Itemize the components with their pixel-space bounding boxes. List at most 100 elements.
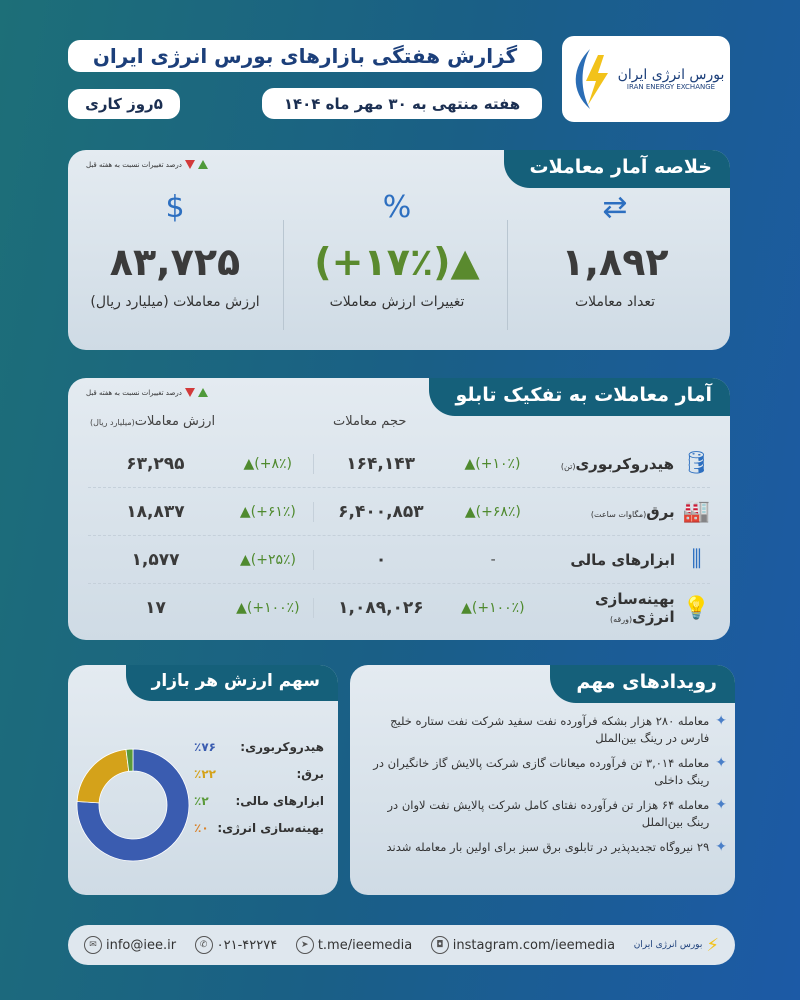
stat-value-change: % (+۱۷٪)▲ تغییرات ارزش معاملات <box>292 190 502 310</box>
footer-instagram[interactable]: ◘ instagram.com/ieemedia <box>430 936 616 954</box>
board-name: بهینه‌سازی انرژی(ورقه) <box>538 590 683 626</box>
donut-slice <box>125 748 134 772</box>
event-item: ✦ معامله ۳,۰۱۴ تن فرآورده میعانات گازی شر… <box>366 755 727 789</box>
chart-title: سهم ارزش هر بازار <box>125 665 338 701</box>
share-value: ٪۷۶ <box>194 740 216 754</box>
mail-icon: ✉ <box>84 936 102 954</box>
market-share-card: سهم ارزش هر بازار هیدروکربوری: ٪۷۶ برق: ٪۲۲… <box>68 665 338 895</box>
board-name: هیدروکربوری(تن) <box>537 455 682 473</box>
event-text: معامله ۳,۰۱۴ تن فرآورده میعانات گازی شرک… <box>373 756 710 787</box>
instagram-text: instagram.com/ieemedia <box>452 937 616 953</box>
board-name-text: بهینه‌سازی انرژی <box>594 590 675 626</box>
share-label: هیدروکربوری: <box>240 740 324 754</box>
divider <box>507 220 508 330</box>
logo-leaf-bolt-icon <box>575 49 608 109</box>
events-card: رویدادهای مهم ✦ معامله ۲۸۰ هزار بشکه فرآو… <box>350 665 735 895</box>
footer-email[interactable]: ✉ info@iee.ir <box>84 936 176 954</box>
volume-value: ۱,۰۸۹,۰۲۶ <box>312 598 448 618</box>
trade-value: ۱۷ <box>145 598 166 618</box>
footer-logo-text: بورس انرژی ایران <box>633 940 703 950</box>
event-text: معامله ۶۴ هزار تن فرآورده نفتای کامل شرک… <box>387 798 710 829</box>
trade-value: ۱۸,۸۳۷ <box>126 501 185 522</box>
share-label: ابزارهای مالی: <box>235 794 325 808</box>
summary-card: خلاصه آمار معاملات درصد تغییرات نسبت به … <box>68 150 730 350</box>
board-row: 💡 بهینه‌سازی انرژی(ورقه) ▲(+۱۰۰٪) ۱,۰۸۹,… <box>88 584 710 632</box>
down-triangle-icon <box>184 388 195 397</box>
board-row: ⫼ ابزارهای مالی - ۰ ▲(+۲۵٪) ۱,۵۷۷ <box>88 536 710 584</box>
volume-value: ۰ <box>313 549 448 570</box>
stat-label: تعداد معاملات <box>574 294 656 310</box>
col-header-value: ارزش معاملات(میلیارد ریال) <box>90 414 215 429</box>
workdays-badge: ۵روز کاری <box>68 89 180 119</box>
volume-value: ۱۶۴,۱۴۳ <box>312 453 448 474</box>
lightbulb-icon: 💡 <box>682 595 710 621</box>
volume-change: ▲(+۶۸٪) <box>464 503 521 520</box>
stat-trade-count: ⇄ ۱,۸۹۲ تعداد معاملات <box>510 190 720 310</box>
events-title: رویدادهای مهم <box>550 665 735 703</box>
volume-change: - <box>490 551 496 568</box>
share-legend-item: بهینه‌سازی انرژی: ٪۰ <box>194 821 324 835</box>
stat-value: ۸۳,۷۲۵ <box>109 240 241 284</box>
boards-title: آمار معاملات به تفکیک تابلو <box>429 378 730 416</box>
board-unit: (تن) <box>560 461 576 471</box>
value-change: ▲(+۱۰۰٪) <box>236 600 300 616</box>
share-value: ٪۲ <box>194 794 209 808</box>
value-change: ▲(+۶۱٪) <box>239 503 296 520</box>
event-text: معامله ۲۸۰ هزار بشکه فرآورده نفت سفید شر… <box>390 714 710 745</box>
stat-trade-value: $۸۳,۷۲۵ ارزش معاملات (میلیارد ریال) <box>70 190 280 310</box>
board-row: 🏭 برق(مگاوات ساعت) ▲(+۶۸٪) ۶,۴۰۰,۸۵۳ ▲(+… <box>88 488 710 536</box>
trade-value: ۱,۵۷۷ <box>131 549 180 570</box>
money-bag-icon: $ <box>165 190 185 225</box>
report-title: گزارش هفتگی بازارهای بورس انرژی ایران <box>68 40 542 72</box>
donut-slice <box>76 748 130 804</box>
event-item: ✦ ۲۹ نیروگاه تجدیدپذیر در تابلوی برق سبز … <box>366 839 727 856</box>
logo: بورس انرژی ایران IRAN ENERGY EXCHANGE <box>562 36 730 122</box>
board-name: برق(مگاوات ساعت) <box>538 503 683 521</box>
stat-value: (+۱۷٪)▲ <box>314 240 480 284</box>
donut-slice <box>76 748 190 862</box>
share-label: بهینه‌سازی انرژی: <box>217 821 324 835</box>
col-header-value-label: ارزش معاملات <box>134 414 216 429</box>
share-label: برق: <box>296 767 325 781</box>
boards-card: آمار معاملات به تفکیک تابلو درصد تغییرات… <box>68 378 730 640</box>
telegram-text: t.me/ieemedia <box>317 937 413 953</box>
change-legend: درصد تغییرات نسبت به هفته قبل <box>86 388 208 397</box>
board-name-text: برق <box>646 502 675 521</box>
down-triangle-icon <box>184 160 195 169</box>
footer-telegram[interactable]: ➤ t.me/ieemedia <box>295 936 413 954</box>
stat-label: ارزش معاملات (میلیارد ریال) <box>90 294 260 310</box>
volume-change: ▲(+۱۰۰٪) <box>461 600 525 616</box>
board-unit: (مگاوات ساعت) <box>590 509 647 519</box>
oil-barrel-icon: 🛢 <box>682 451 710 476</box>
change-legend: درصد تغییرات نسبت به هفته قبل <box>86 160 208 169</box>
share-legend-item: ابزارهای مالی: ٪۲ <box>194 794 324 808</box>
percent-cycle-icon: % <box>382 190 412 225</box>
sparkle-icon: ✦ <box>715 797 727 813</box>
share-value: ٪۰ <box>194 821 209 835</box>
col-header-value-unit: (میلیارد ریال) <box>90 418 135 427</box>
board-name-text: ابزارهای مالی <box>570 550 675 569</box>
logo-bolt-icon: ⚡ <box>706 934 719 956</box>
legend-text: درصد تغییرات نسبت به هفته قبل <box>86 388 182 397</box>
board-unit: (ورقه) <box>610 615 633 624</box>
events-list: ✦ معامله ۲۸۰ هزار بشکه فرآورده نفت سفید ش… <box>366 713 727 864</box>
handshake-icon: ⇄ <box>602 190 628 225</box>
instagram-icon: ◘ <box>430 936 449 954</box>
footer-logo: بورس انرژی ایران ⚡ <box>634 935 719 956</box>
sparkle-icon: ✦ <box>715 755 727 771</box>
event-text: ۲۹ نیروگاه تجدیدپذیر در تابلوی برق سبز ب… <box>386 840 710 854</box>
volume-change: ▲(+۱۰٪) <box>464 455 521 472</box>
power-plant-icon: 🏭 <box>682 499 710 524</box>
board-name: ابزارهای مالی <box>538 551 683 569</box>
up-triangle-icon <box>197 388 208 397</box>
value-change: ▲(+۲۵٪) <box>240 551 297 568</box>
value-change: ▲(+۸٪) <box>243 455 292 472</box>
email-text: info@iee.ir <box>106 937 177 953</box>
share-value: ٪۲۲ <box>194 767 216 781</box>
share-legend-item: برق: ٪۲۲ <box>194 767 324 781</box>
trade-value: ۶۳,۲۹۵ <box>126 453 185 474</box>
week-date: هفته منتهی به ۳۰ مهر ماه ۱۴۰۴ <box>262 88 542 119</box>
divider <box>283 220 284 330</box>
footer-phone[interactable]: ✆ ۰۲۱-۴۲۲۷۴ <box>194 936 277 954</box>
share-donut-chart <box>76 748 190 862</box>
